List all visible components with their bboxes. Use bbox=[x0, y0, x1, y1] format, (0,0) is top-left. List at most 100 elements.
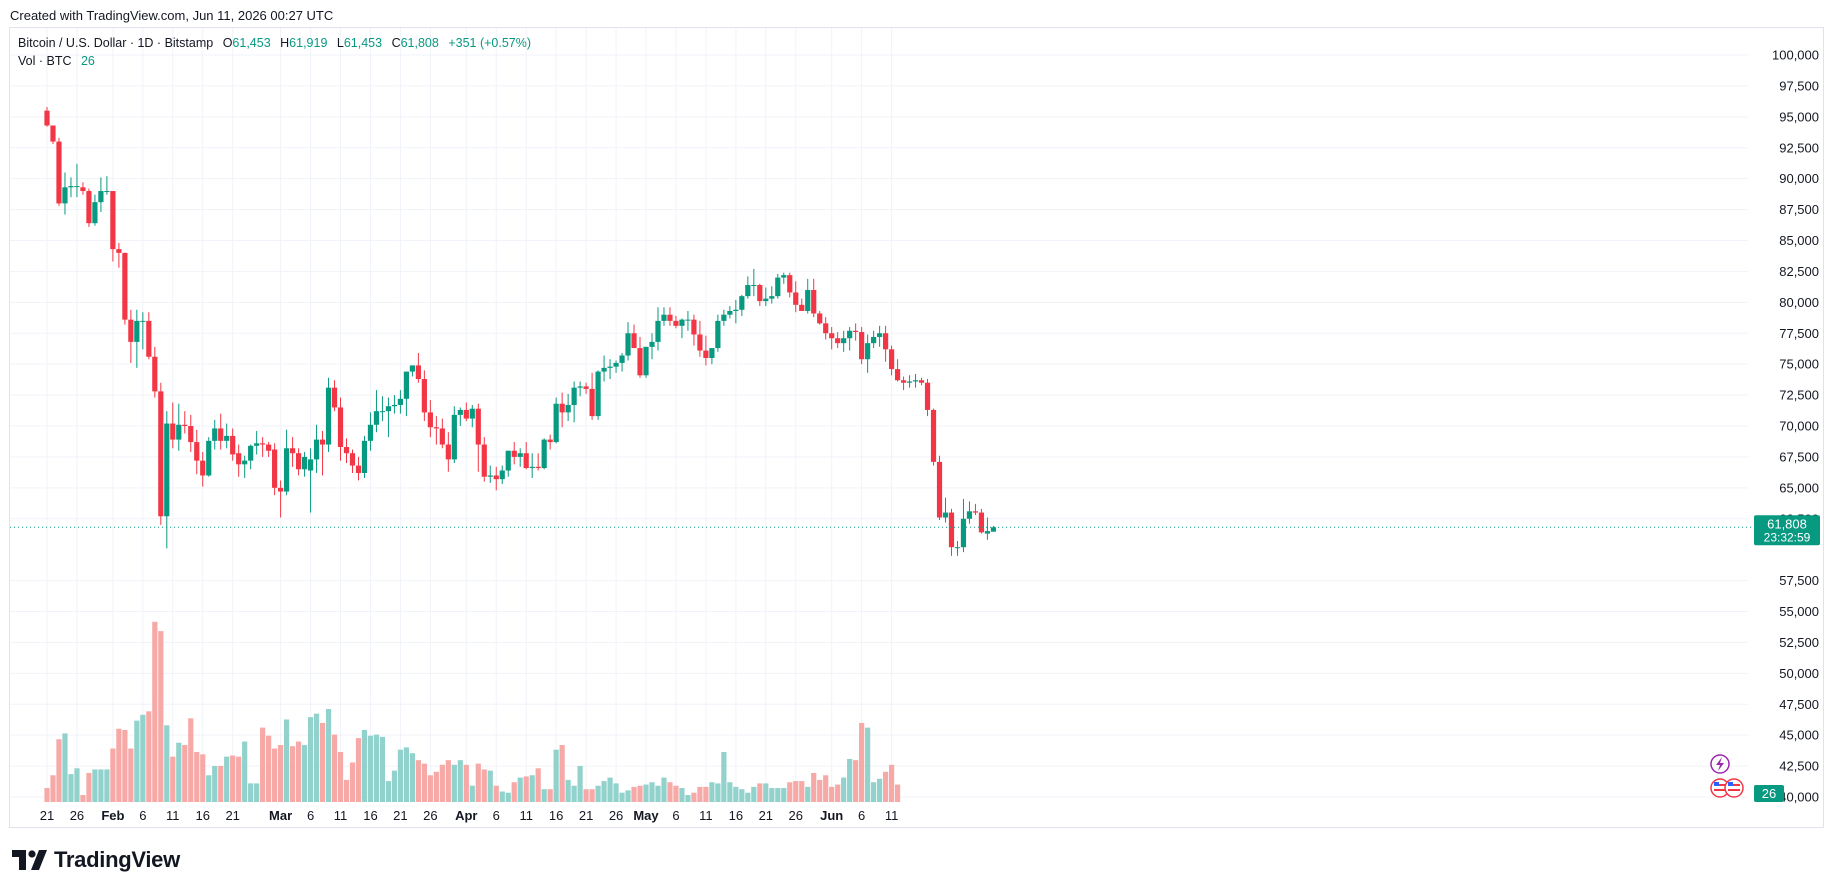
volume-bar bbox=[793, 781, 799, 802]
candle-body bbox=[475, 408, 481, 445]
candle bbox=[134, 309, 140, 368]
candle bbox=[284, 429, 290, 496]
candle bbox=[80, 182, 86, 195]
candle bbox=[122, 252, 128, 325]
candle bbox=[355, 456, 362, 481]
volume-bar bbox=[679, 788, 685, 802]
bar-countdown: 23:32:59 bbox=[1764, 530, 1811, 544]
volume-bar bbox=[589, 789, 595, 802]
candle-body bbox=[936, 461, 943, 518]
candle bbox=[289, 437, 296, 467]
volume-bar bbox=[487, 770, 493, 802]
candle bbox=[685, 310, 691, 331]
candle-body bbox=[409, 365, 415, 372]
candle bbox=[499, 465, 505, 485]
candle-body bbox=[415, 365, 421, 380]
candle bbox=[960, 498, 967, 553]
volume-bar bbox=[188, 718, 194, 802]
candle bbox=[601, 355, 607, 382]
candle bbox=[511, 442, 517, 465]
legend-open-label: O bbox=[222, 36, 233, 50]
volume-bar bbox=[655, 785, 661, 802]
candle-body bbox=[571, 387, 577, 405]
candle-body bbox=[930, 409, 937, 462]
candle-body bbox=[847, 330, 853, 339]
candle-body bbox=[44, 110, 50, 126]
candle bbox=[170, 402, 176, 449]
candle bbox=[763, 287, 769, 307]
time-axis[interactable]: 21 26 Feb 6 11 16 21 Mar 6 11 16 21 26 Apr 6 11 16 21 26 Ma… bbox=[40, 808, 899, 823]
candle bbox=[481, 437, 487, 482]
legend-high-label: H bbox=[280, 36, 290, 50]
volume-bar bbox=[571, 785, 577, 802]
candle bbox=[571, 381, 577, 423]
volume-bar bbox=[673, 785, 679, 802]
us-flag-event-icon[interactable] bbox=[1724, 778, 1744, 798]
candle-body bbox=[427, 412, 433, 428]
candle-body bbox=[733, 309, 739, 311]
candle bbox=[972, 503, 979, 516]
time-axis-label: 11 bbox=[166, 808, 180, 823]
volume-bar bbox=[601, 781, 607, 802]
flag-stripe bbox=[1728, 784, 1740, 786]
time-axis-label: 16 bbox=[363, 808, 377, 823]
price-axis-label: 82,500 bbox=[1779, 264, 1819, 279]
candle-body bbox=[649, 341, 655, 347]
volume-bar bbox=[631, 786, 637, 802]
candle-body bbox=[883, 333, 889, 350]
volume-series bbox=[44, 621, 901, 802]
volume-bar bbox=[841, 777, 847, 802]
volume-bar bbox=[134, 720, 140, 802]
candle bbox=[68, 177, 74, 198]
candle-series bbox=[44, 106, 997, 556]
candle-body bbox=[295, 453, 302, 470]
candle bbox=[906, 375, 913, 388]
event-markers[interactable] bbox=[1710, 754, 1744, 798]
candle-body bbox=[242, 460, 248, 465]
candle bbox=[152, 346, 158, 398]
price-axis-label: 77,500 bbox=[1779, 326, 1819, 341]
candle-body bbox=[391, 404, 398, 407]
candle-body bbox=[110, 191, 116, 250]
price-axis[interactable]: 100,000 97,500 95,000 92,500 90,000 87,500 85,… bbox=[1772, 48, 1819, 805]
legend-volume-value: 26 bbox=[80, 54, 95, 68]
price-axis-label: 50,000 bbox=[1779, 666, 1819, 681]
volume-bar bbox=[883, 771, 889, 802]
candle-body bbox=[493, 475, 499, 480]
candle-body bbox=[691, 319, 697, 335]
volume-bar bbox=[373, 734, 380, 802]
candle bbox=[871, 330, 877, 349]
candle-body bbox=[583, 386, 589, 389]
candle-body bbox=[224, 435, 230, 441]
candle bbox=[523, 442, 529, 470]
volume-bar bbox=[661, 777, 667, 802]
candle bbox=[649, 333, 655, 360]
candle-body bbox=[367, 424, 374, 441]
candle bbox=[745, 276, 751, 299]
candle bbox=[373, 390, 380, 433]
price-axis-label: 70,000 bbox=[1779, 419, 1819, 434]
volume-bar bbox=[325, 709, 332, 802]
candle bbox=[667, 307, 673, 326]
candle bbox=[757, 283, 763, 307]
candle-body bbox=[888, 349, 895, 370]
volume-bar bbox=[224, 756, 230, 802]
volume-bar bbox=[643, 784, 649, 802]
flag-stripe bbox=[1714, 784, 1726, 786]
volume-bar bbox=[553, 749, 559, 802]
current-volume-badge bbox=[1754, 785, 1784, 802]
volume-bar bbox=[295, 741, 302, 802]
candle bbox=[397, 390, 404, 414]
legend-symbol[interactable]: Bitcoin / U.S. Dollar · 1D · Bitstamp bbox=[18, 36, 214, 50]
candle-body bbox=[894, 369, 901, 381]
candle-body bbox=[918, 380, 925, 383]
candle bbox=[751, 268, 757, 297]
candle bbox=[295, 448, 302, 476]
tradingview-logo[interactable]: TradingView bbox=[12, 847, 180, 873]
legend-volume-label[interactable]: Vol · BTC bbox=[18, 54, 72, 68]
candle bbox=[367, 412, 374, 451]
volume-bar bbox=[709, 782, 715, 802]
candle-body bbox=[553, 403, 559, 443]
volume-bar bbox=[361, 729, 368, 802]
